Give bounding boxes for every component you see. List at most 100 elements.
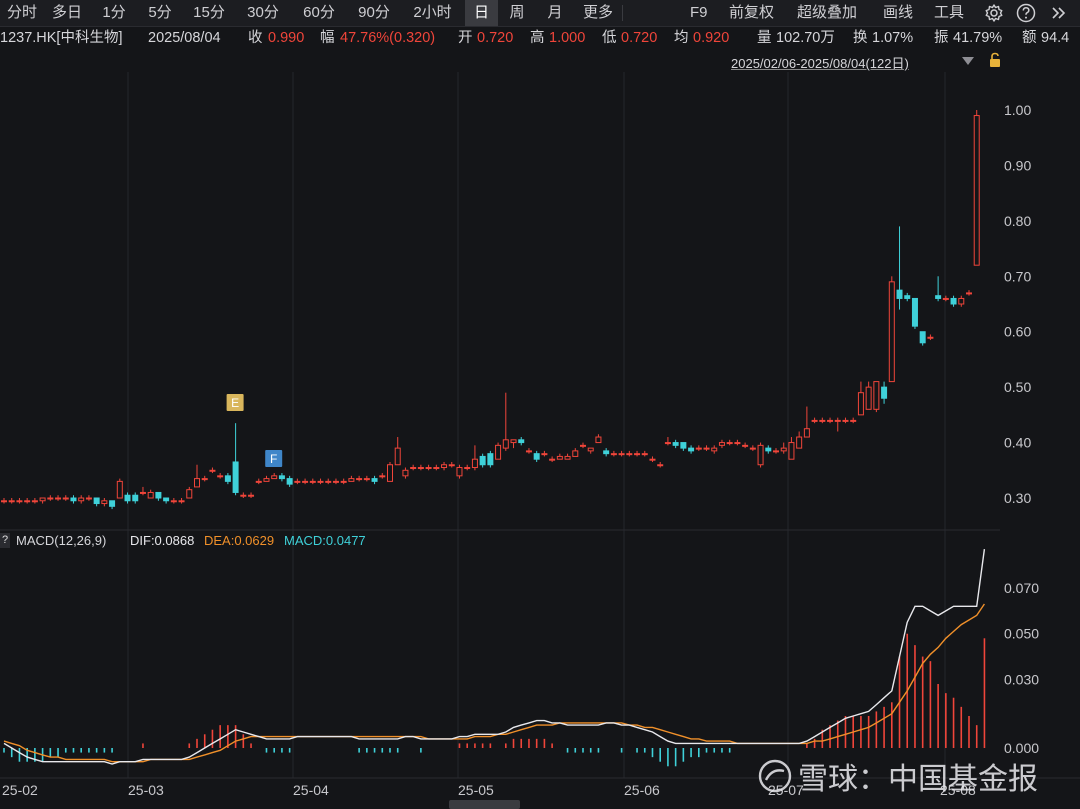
candle	[124, 492, 131, 504]
period-tab-more[interactable]: 更多	[582, 4, 613, 21]
event-marker-e[interactable]: E	[226, 394, 244, 411]
draw-button[interactable]: 画线	[883, 4, 914, 21]
candle	[564, 453, 571, 460]
candle	[47, 495, 54, 501]
macd-title[interactable]: MACD(12,26,9)	[16, 533, 107, 548]
candle	[139, 486, 146, 496]
candle	[819, 417, 826, 424]
candle	[549, 456, 556, 462]
candle	[78, 495, 85, 504]
candle	[911, 297, 918, 329]
candle	[224, 473, 231, 485]
y-tick-label: 0.30	[1004, 490, 1031, 506]
candle	[618, 450, 625, 457]
x-tick-label: 25-04	[293, 782, 329, 798]
candle	[695, 445, 702, 451]
candle	[788, 437, 795, 460]
candle	[309, 478, 316, 485]
change-label: 幅	[320, 30, 335, 46]
candle	[541, 450, 548, 457]
candle	[31, 498, 38, 504]
open-label: 开	[458, 30, 473, 46]
candle	[394, 437, 401, 466]
candle	[850, 417, 857, 424]
macd-dif: DIF:0.0868	[130, 533, 195, 548]
candle	[479, 453, 486, 468]
candle	[487, 450, 494, 468]
candle	[433, 464, 440, 471]
indicator-help[interactable]: ?	[0, 533, 10, 548]
y-tick-label: 0.80	[1004, 213, 1031, 229]
candle	[340, 478, 347, 485]
x-tick-label: 25-08	[940, 782, 976, 798]
candle	[556, 453, 563, 460]
candle	[209, 467, 216, 474]
x-tick-label: 25-02	[2, 782, 38, 798]
period-tab[interactable]: 多日	[51, 4, 82, 21]
candle	[255, 478, 262, 485]
candle	[278, 473, 285, 482]
candle	[711, 445, 718, 454]
scrollbar-thumb[interactable]	[449, 800, 520, 809]
chevron-down-icon[interactable]	[961, 56, 975, 66]
period-tab[interactable]: 2小时	[413, 4, 452, 21]
date-range-label[interactable]: 2025/02/06-2025/08/04(122日)	[731, 56, 909, 71]
candle	[904, 292, 911, 302]
amplitude-value: 41.79%	[953, 30, 1003, 46]
watermark-text: 雪球：中国基金报	[798, 763, 1038, 796]
macd-y-tick-label: 0.000	[1004, 740, 1039, 756]
candle	[109, 500, 116, 510]
period-tab[interactable]: 1分	[102, 4, 126, 21]
candle	[966, 290, 972, 296]
period-tab[interactable]: 月	[547, 4, 563, 21]
close-label: 收	[248, 30, 263, 46]
period-tab[interactable]: 30分	[247, 4, 279, 21]
expand-icon[interactable]	[1048, 2, 1070, 24]
candle	[680, 442, 687, 451]
quote-info-bar: 1237.HK[中科生物] 2025/08/04 收 0.990 幅 47.76…	[0, 26, 1080, 50]
candle	[201, 475, 208, 482]
gear-icon[interactable]	[983, 2, 1005, 24]
candle	[634, 450, 641, 457]
candle	[664, 437, 671, 446]
candle	[379, 473, 386, 479]
period-tab[interactable]: 90分	[358, 4, 390, 21]
candle	[495, 442, 502, 460]
candle	[1, 498, 7, 504]
candle	[132, 492, 139, 504]
candle	[101, 498, 108, 507]
f9-button[interactable]: F9	[690, 4, 708, 21]
candle	[425, 464, 432, 471]
period-tab[interactable]: 15分	[193, 4, 225, 21]
candle	[502, 392, 509, 451]
candle	[873, 381, 880, 413]
y-tick-label: 0.60	[1004, 324, 1031, 340]
event-marker-f[interactable]: F	[265, 450, 283, 467]
x-axis: 25-02 25-03 25-04 25-05 25-06 25-07 25-08	[2, 782, 976, 798]
candle	[194, 464, 200, 488]
period-tab[interactable]: 60分	[303, 4, 335, 21]
period-tab[interactable]: 周	[509, 4, 525, 21]
amount-value: 94.4	[1041, 30, 1070, 46]
candle	[24, 498, 31, 504]
candle	[641, 450, 648, 457]
candle	[363, 475, 370, 482]
adjust-button[interactable]: 前复权	[729, 4, 775, 21]
help-icon[interactable]	[1015, 2, 1037, 24]
candle	[857, 381, 864, 416]
candle	[464, 464, 471, 471]
macd-value: MACD:0.0477	[284, 533, 366, 548]
period-tab-active[interactable]: 日	[465, 0, 498, 26]
low-label: 低	[602, 30, 617, 46]
event-markers[interactable]: EF	[226, 394, 283, 467]
candle	[170, 498, 177, 504]
candle	[803, 406, 810, 438]
high-value: 1.000	[549, 30, 586, 46]
tools-button[interactable]: 工具	[934, 4, 965, 21]
overlay-button[interactable]: 超级叠加	[797, 4, 858, 21]
period-tab[interactable]: 分时	[6, 4, 37, 21]
candle	[749, 445, 756, 451]
period-tab[interactable]: 5分	[148, 4, 172, 21]
lock-icon[interactable]	[988, 52, 1002, 68]
